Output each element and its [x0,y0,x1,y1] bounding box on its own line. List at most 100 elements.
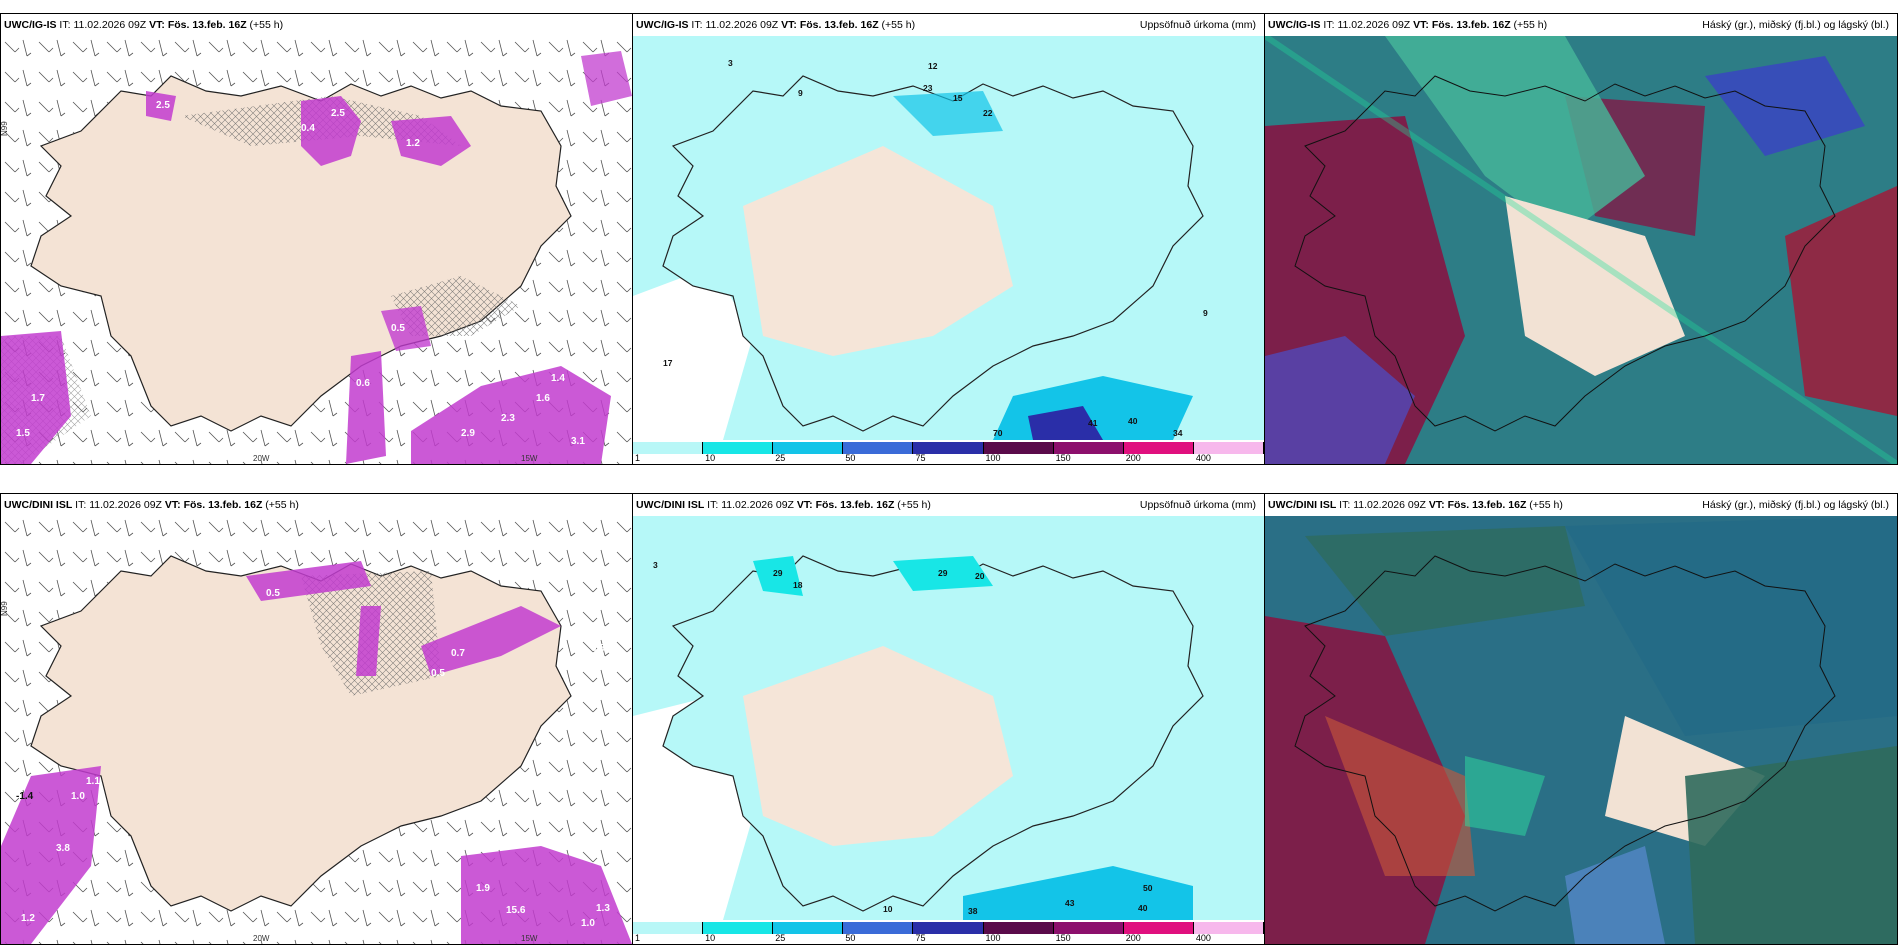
panel-header: UWC/DINI ISL IT: 11.02.2026 09Z VT: Fös.… [1265,494,1897,516]
colorbar-swatch [983,922,1054,934]
colorbar-swatch [1123,442,1194,454]
cloud-title: Háský (gr.), miðský (fj.bl.) og lágský (… [1702,19,1889,31]
colorbar-label: 400 [1195,453,1211,463]
colorbar-swatch [843,442,914,454]
map-temp-bottom: 0.5 0.7 0.5 0.5 1.1 1.0 3.8 1.2 1.9 15.6… [1,516,632,944]
precip-value: 3 [728,58,733,68]
precip-value: 10 [883,904,893,914]
temp-label: 0.4 [301,123,315,134]
map-precip-top: 3 9 23 15 22 12 41 40 70 34 17 9 [633,36,1264,464]
colorbar-label: 1 [635,453,641,463]
colorbar-label: 150 [1055,933,1071,943]
colorbar-swatch [1053,922,1124,934]
precip-value: 43 [1065,898,1075,908]
panel-top-temp: UWC/IG-IS IT: 11.02.2026 09Z VT: Fös. 13… [0,13,633,465]
colorbar-swatch [913,922,984,934]
temp-label: 1.7 [31,393,45,404]
colorbar-swatch [773,442,844,454]
iceland-outline [1294,75,1836,432]
panel-header: UWC/DINI ISL IT: 11.02.2026 09Z VT: Fös.… [1,494,632,516]
temp-label: 0.5 [431,668,445,679]
colorbar-label: 50 [845,453,856,463]
map-cloud-bottom [1265,516,1897,944]
colorbar: 1 10 25 50 75 100 150 200 400 [633,920,1264,944]
iceland-outline [1294,555,1836,912]
temp-label: 0.5 [591,643,605,654]
iceland-landmass [662,75,1204,432]
colorbar-swatch [703,442,774,454]
map-precip-bottom: 3 29 18 29 20 43 50 40 38 10 [633,516,1264,944]
temp-label: 0.6 [356,378,370,389]
temp-label: 1.4 [551,373,565,384]
cloud-title: Háský (gr.), miðský (fj.bl.) og lágský (… [1702,499,1889,511]
precip-value: 17 [663,358,673,368]
colorbar-swatch [1193,922,1264,934]
colorbar-label: 150 [1055,453,1071,463]
snow-areas [1,561,632,944]
colorbar-swatch [633,922,704,934]
precip-title: Uppsöfnuð úrkoma (mm) [1139,19,1256,31]
temp-label: 1.5 [16,428,30,439]
temp-label: 3.8 [56,843,70,854]
precip-value: 23 [923,83,933,93]
precip-value: 15 [953,93,963,103]
colorbar-swatch [1123,922,1194,934]
precip-value: 22 [983,108,993,118]
temp-label: 0.5 [391,323,405,334]
colorbar-swatch [913,442,984,454]
colorbar-label: 25 [775,453,786,463]
colorbar-label: 200 [1125,933,1141,943]
colorbar-label: 75 [915,933,926,943]
precip-value: 29 [938,568,948,578]
precip-value: 18 [793,580,803,590]
colorbar-swatch [843,922,914,934]
panel-bottom-temp: UWC/DINI ISL IT: 11.02.2026 09Z VT: Fös.… [0,493,633,945]
precip-value: 38 [968,906,978,916]
temp-label: 2.3 [501,413,515,424]
temp-label: 2.5 [331,108,345,119]
panel-header: UWC/DINI ISL IT: 11.02.2026 09Z VT: Fös.… [633,494,1264,516]
colorbar-swatch [703,922,774,934]
temp-label: 1.2 [21,913,35,924]
panel-header: UWC/IG-IS IT: 11.02.2026 09Z VT: Fös. 13… [633,14,1264,36]
precip-value: 9 [798,88,803,98]
colorbar-swatch [1053,442,1124,454]
temp-label: 2.9 [461,428,475,439]
panel-top-cloud: UWC/IG-IS IT: 11.02.2026 09Z VT: Fös. 13… [1264,13,1898,465]
precip-value: 3 [653,560,658,570]
panel-header: UWC/IG-IS IT: 11.02.2026 09Z VT: Fös. 13… [1,14,632,36]
temp-label: 0.5 [266,588,280,599]
temp-label: 1.1 [86,776,100,787]
colorbar-label: 400 [1195,933,1211,943]
temp-label: 1.0 [71,791,85,802]
longitude-label-20w: 20W [253,934,270,943]
map-cloud-top [1265,33,1897,464]
longitude-label-15w: 15W [521,934,538,943]
precip-value: 12 [928,61,938,71]
temp-label: 0.7 [451,648,465,659]
temp-label: 1.2 [406,138,420,149]
temp-label: 1.0 [581,918,595,929]
map-temp-top: 2.5 0.4 2.5 1.2 0.5 0.6 1.7 1.5 2.9 2.3 … [1,36,632,464]
colorbar-label: 75 [915,453,926,463]
panel-top-precip: UWC/IG-IS IT: 11.02.2026 09Z VT: Fös. 13… [632,13,1265,465]
precip-value: 50 [1143,883,1153,893]
temp-label: 15.6 [506,905,526,916]
panel-bottom-precip: UWC/DINI ISL IT: 11.02.2026 09Z VT: Fös.… [632,493,1265,945]
precip-value: 9 [1203,308,1208,318]
colorbar-label: 10 [705,933,716,943]
temp-label: 1.6 [536,393,550,404]
colorbar-swatch [773,922,844,934]
temp-label: 1.9 [476,883,490,894]
precip-title: Uppsöfnuð úrkoma (mm) [1139,499,1256,511]
longitude-label-20w: 20W [253,454,270,463]
colorbar-swatch [983,442,1054,454]
precip-value: 40 [1138,903,1148,913]
temp-label: 1.3 [596,903,610,914]
precip-value: 70 [993,428,1003,438]
colorbar-label: 1 [635,933,641,943]
temp-label: 2.5 [156,100,170,111]
colorbar-swatch [633,442,704,454]
temp-label: 3.1 [571,436,585,447]
snow-areas [1,51,632,464]
